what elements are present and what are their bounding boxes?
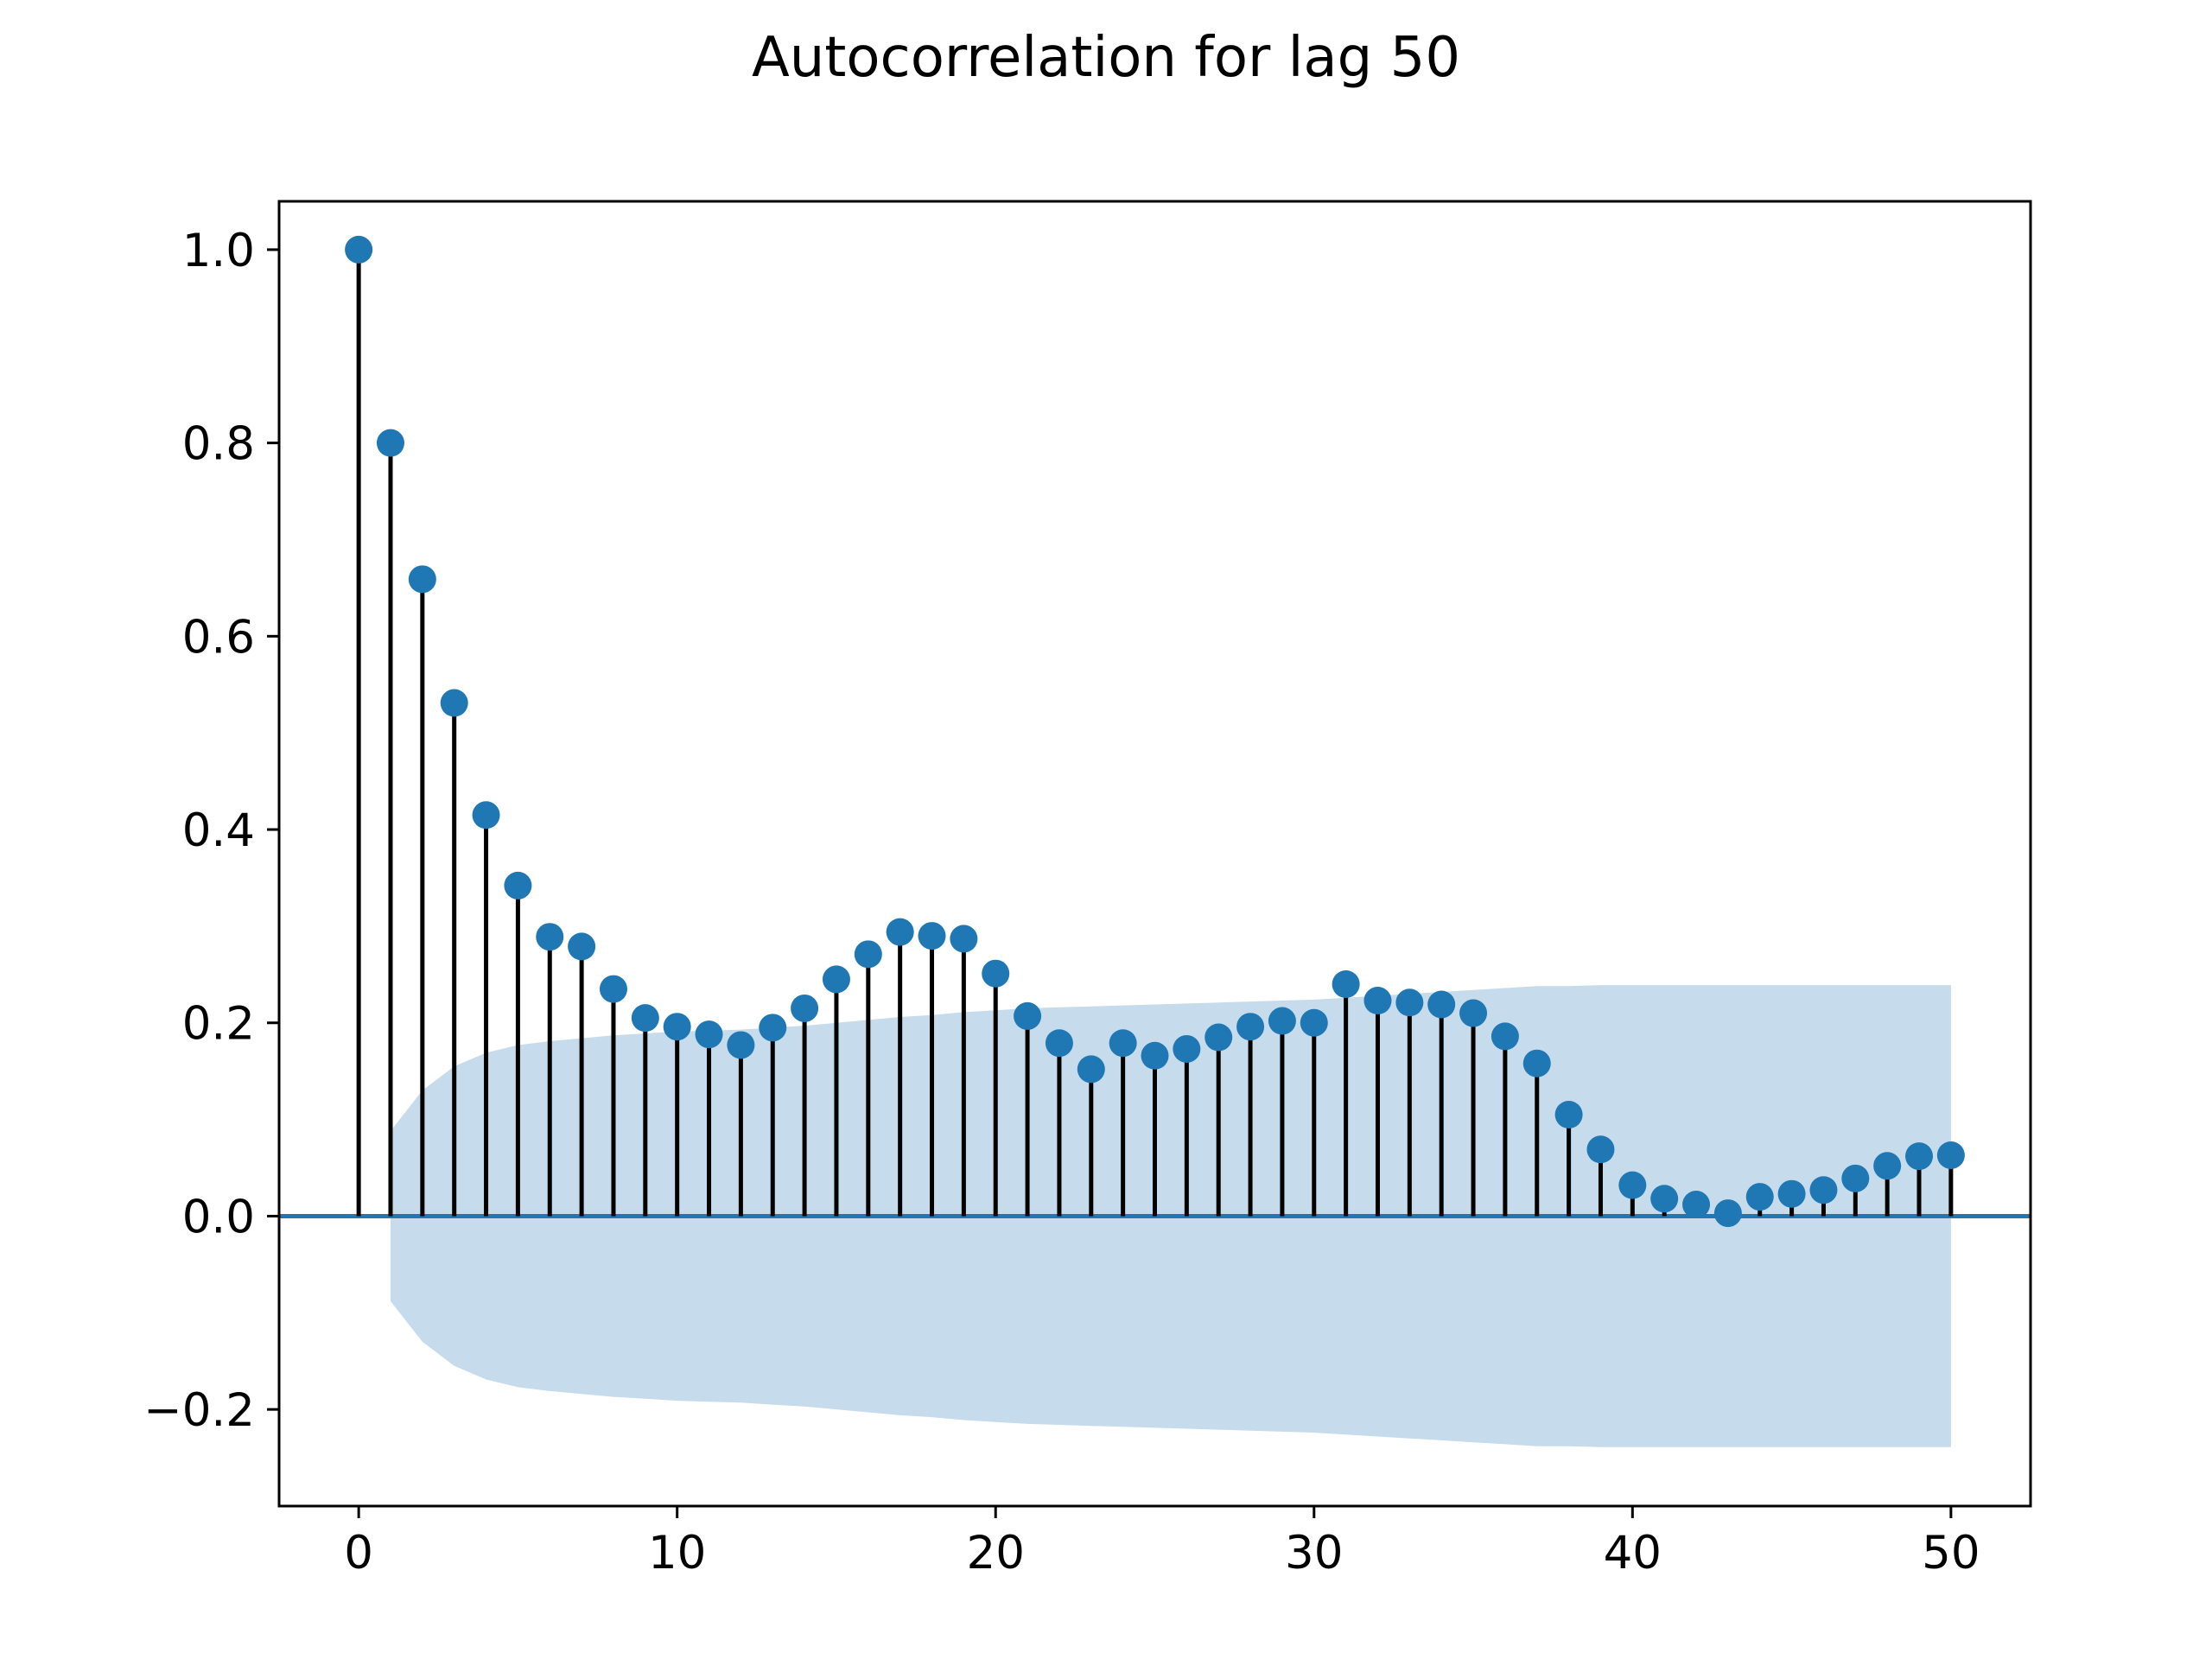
acf-point <box>1905 1142 1934 1171</box>
acf-point <box>1554 1101 1583 1128</box>
acf-point <box>791 994 819 1022</box>
acf-point <box>1109 1029 1137 1058</box>
acf-point <box>727 1031 755 1059</box>
acf-point <box>663 1013 691 1041</box>
acf-point <box>918 922 946 950</box>
y-tick-label: 1.0 <box>182 225 255 277</box>
acf-point <box>1586 1135 1615 1164</box>
acf-point <box>631 1004 659 1033</box>
acf-point <box>1809 1176 1838 1205</box>
plot-frame <box>277 200 2032 1508</box>
x-tick-label: 50 <box>1922 1527 1980 1580</box>
acf-point <box>1459 999 1488 1027</box>
acf-point <box>1745 1183 1774 1211</box>
y-tick-label: 0.2 <box>182 998 255 1051</box>
acf-point <box>1427 990 1456 1019</box>
acf-point <box>854 940 882 969</box>
acf-point <box>1332 970 1360 998</box>
y-tick-label: −0.2 <box>143 1384 255 1437</box>
acf-point <box>440 689 468 717</box>
acf-point <box>695 1020 723 1049</box>
acf-point <box>1682 1191 1711 1219</box>
acf-point <box>1713 1199 1742 1228</box>
acf-point <box>950 925 978 953</box>
acf-point <box>1650 1185 1679 1213</box>
x-tick-label: 0 <box>344 1527 373 1580</box>
acf-point <box>1045 1029 1073 1058</box>
acf-point <box>1491 1022 1519 1051</box>
x-tick-label: 30 <box>1285 1527 1343 1580</box>
x-tick-label: 10 <box>648 1527 706 1580</box>
acf-point <box>599 975 627 1003</box>
acf-point <box>472 801 500 830</box>
acf-point <box>504 871 532 899</box>
acf-point <box>1236 1013 1265 1041</box>
acf-point <box>1205 1023 1233 1052</box>
y-tick-label: 0.0 <box>182 1191 255 1243</box>
marker-layer <box>345 235 1965 1228</box>
y-tick-label: 0.8 <box>182 418 255 471</box>
acf-point <box>376 429 404 457</box>
acf-point <box>1014 1001 1042 1030</box>
stem-layer <box>356 249 1954 1217</box>
acf-point <box>536 923 564 951</box>
acf-point <box>1363 987 1392 1015</box>
acf-point <box>1936 1141 1965 1169</box>
acf-point <box>1300 1008 1328 1037</box>
chart-title: Autocorrelation for lag 50 <box>752 26 1460 90</box>
y-tick-label: 0.4 <box>182 804 255 857</box>
acf-point <box>1077 1055 1105 1084</box>
acf-point <box>759 1014 787 1042</box>
acf-point <box>1777 1179 1806 1208</box>
acf-point <box>345 235 373 264</box>
y-tick-label: 0.6 <box>182 611 255 664</box>
acf-point <box>1395 988 1424 1017</box>
acf-point <box>1873 1152 1902 1180</box>
x-tick-label: 20 <box>967 1527 1025 1580</box>
x-tick-label: 40 <box>1604 1527 1662 1580</box>
x-axis: 0 10 20 30 40 50 <box>344 1506 1980 1580</box>
acf-point <box>1141 1041 1169 1070</box>
acf-point <box>408 565 436 594</box>
acf-point <box>1841 1164 1870 1192</box>
acf-point <box>1173 1034 1201 1063</box>
acf-point <box>886 918 914 946</box>
acf-point <box>568 932 596 961</box>
acf-point <box>1618 1171 1647 1199</box>
acf-point <box>1522 1049 1551 1077</box>
y-axis: −0.2 0.0 0.2 0.4 0.6 0.8 1.0 <box>143 225 279 1437</box>
acf-point <box>822 965 850 994</box>
acf-point <box>1268 1007 1296 1035</box>
acf-point <box>982 959 1010 988</box>
